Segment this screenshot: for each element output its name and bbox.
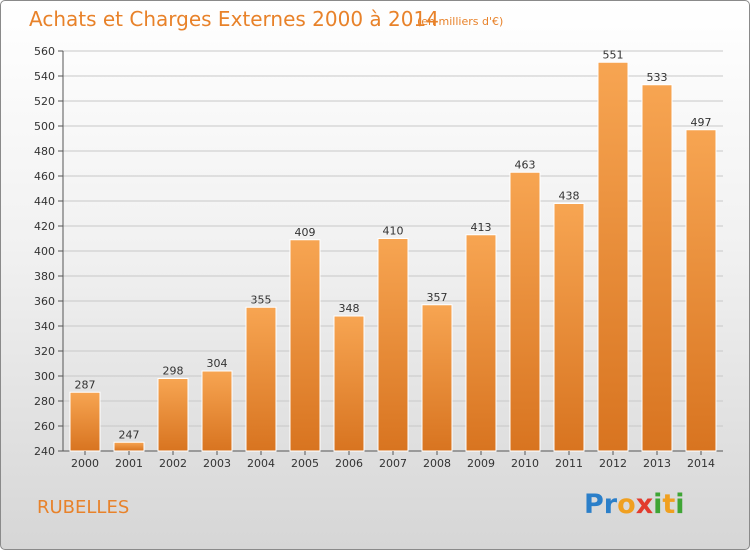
bar (421, 304, 453, 452)
logo-letter: i (653, 489, 663, 520)
bar (465, 234, 497, 452)
y-tick-label: 320 (34, 345, 55, 358)
x-tick-label: 2010 (511, 457, 539, 470)
bar (377, 238, 409, 452)
y-tick-label: 440 (34, 195, 55, 208)
data-label: 463 (515, 158, 536, 171)
bar (509, 171, 541, 452)
y-tick-label: 500 (34, 120, 55, 133)
bar (245, 306, 277, 452)
logo-letter: P (584, 489, 604, 520)
data-label: 533 (647, 71, 668, 84)
bar (685, 129, 717, 452)
x-tick-label: 2008 (423, 457, 451, 470)
x-tick-label: 2002 (159, 457, 187, 470)
y-tick-label: 460 (34, 170, 55, 183)
data-label: 247 (119, 428, 140, 441)
data-label: 413 (471, 221, 492, 234)
bar (201, 370, 233, 452)
bar (113, 441, 145, 452)
y-tick-label: 280 (34, 395, 55, 408)
commune-name: RUBELLES (37, 497, 130, 518)
y-tick-label: 400 (34, 245, 55, 258)
logo-letter: o (617, 489, 636, 520)
y-tick-label: 520 (34, 95, 55, 108)
y-tick-label: 340 (34, 320, 55, 333)
bar (553, 203, 585, 452)
y-tick-label: 480 (34, 145, 55, 158)
y-tick-label: 380 (34, 270, 55, 283)
proxiti-logo: Proxiti (584, 489, 685, 520)
bar (597, 61, 629, 452)
bar (333, 315, 365, 452)
data-label: 357 (427, 291, 448, 304)
bar (157, 378, 189, 452)
x-tick-label: 2011 (555, 457, 583, 470)
x-tick-label: 2003 (203, 457, 231, 470)
x-tick-label: 2001 (115, 457, 143, 470)
y-tick-label: 540 (34, 70, 55, 83)
bar (69, 391, 101, 452)
x-tick-label: 2014 (687, 457, 715, 470)
y-tick-label: 300 (34, 370, 55, 383)
data-label: 409 (295, 226, 316, 239)
data-label: 438 (559, 190, 580, 203)
data-label: 355 (251, 293, 272, 306)
x-tick-label: 2004 (247, 457, 275, 470)
data-label: 304 (207, 357, 228, 370)
chart-title: Achats et Charges Externes 2000 à 2014 (29, 7, 439, 31)
logo-letter: r (603, 489, 618, 520)
chart-subtitle: (en milliers d'€) (417, 15, 504, 28)
y-tick-label: 560 (34, 45, 55, 58)
x-tick-label: 2009 (467, 457, 495, 470)
logo-letter: i (675, 489, 685, 520)
y-tick-label: 420 (34, 220, 55, 233)
data-label: 348 (339, 302, 360, 315)
data-label: 410 (383, 225, 404, 238)
bar (289, 239, 321, 452)
x-tick-label: 2006 (335, 457, 363, 470)
data-label: 298 (163, 365, 184, 378)
data-label: 287 (75, 378, 96, 391)
x-tick-label: 2005 (291, 457, 319, 470)
y-tick-label: 260 (34, 420, 55, 433)
logo-letter: t (662, 489, 676, 520)
x-tick-label: 2012 (599, 457, 627, 470)
y-tick-label: 240 (34, 445, 55, 458)
data-label: 497 (691, 116, 712, 129)
data-label: 551 (603, 48, 624, 61)
x-tick-label: 2013 (643, 457, 671, 470)
x-tick-label: 2007 (379, 457, 407, 470)
bar (641, 84, 673, 452)
x-tick-label: 2000 (71, 457, 99, 470)
logo-letter: x (635, 489, 654, 520)
y-tick-label: 360 (34, 295, 55, 308)
